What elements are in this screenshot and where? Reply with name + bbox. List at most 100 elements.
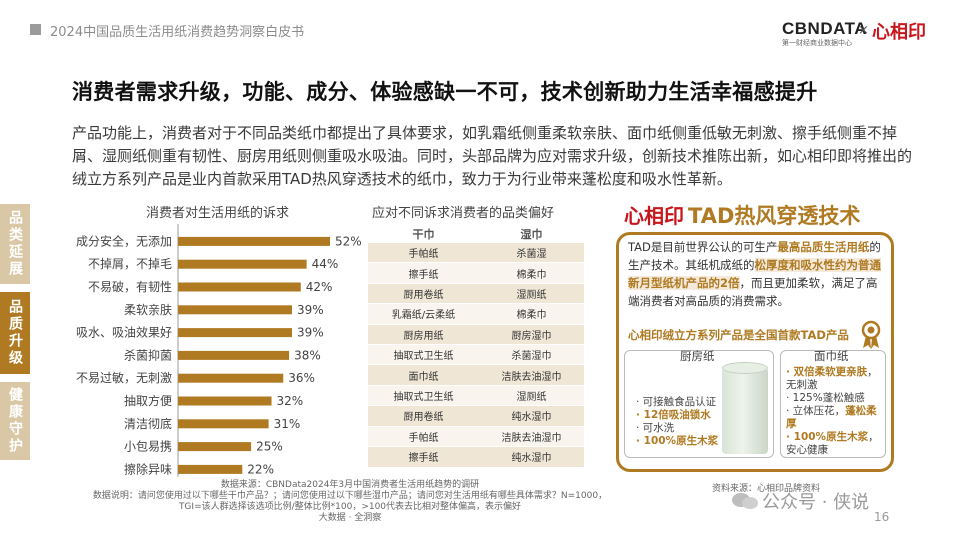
sidenav-item-quality[interactable]: 品质升级 (0, 292, 30, 374)
kitchen-feature: · 12倍吸油锁水 (636, 409, 711, 421)
cbndata-logo: CBNDATA (782, 19, 868, 38)
table-cell-wet: 棉柔巾 (478, 303, 584, 325)
table-row: 手帕纸 洁肤去油湿巾 (368, 425, 584, 447)
intro-paragraph: 产品功能上，消费者对于不同品类纸巾都提出了具体要求，如乳霜纸侧重柔软亲肤、面巾纸… (72, 124, 913, 188)
source-line-2: 数据说明：请问您使用过以下哪些干巾产品？；请问您使用过以下哪些湿巾产品；请问您对… (92, 491, 608, 501)
facial-tissue-name: 面巾纸 (814, 349, 849, 363)
bar-value-label: 39% (297, 326, 324, 340)
bar-value-label: 39% (297, 303, 324, 317)
cbndata-logo-subtitle: 第一财经商业数据中心 (782, 39, 852, 47)
bar-value-label: 52% (335, 234, 362, 248)
bar-category-label: 小包易携 (124, 439, 172, 454)
source-line-3: TGI=该人群选择该选项比例/整体比例*100，>100代表去比相对整体偏高，表… (178, 502, 522, 512)
paper-roll-image (722, 368, 768, 454)
bar-chart: 成分安全，无添加 52% 不掉屑，不掉毛 44% 不易破，有韧性 42% 柔软亲肤 39% 吸水… (76, 224, 362, 477)
table-cell-dry: 擦手纸 (368, 445, 479, 467)
bar-value-label: 31% (274, 417, 301, 431)
table-row: 厨用卷纸 湿厕纸 (368, 282, 584, 304)
page-title: 消费者需求升级，功能、成分、体验感缺一不可，技术创新助力生活幸福感提升 (72, 80, 818, 104)
bar-category-label: 清洁彻底 (124, 416, 172, 431)
kitchen-feature: · 可接触食品认证 (636, 396, 717, 408)
xinxiangyin-logo: 心相印 (872, 22, 926, 43)
facial-feature: ，无刺激 (786, 366, 878, 391)
table-cell-wet: 纯水湿巾 (478, 405, 584, 427)
page-number: 16 (874, 510, 890, 524)
bar-category-label: 成分安全，无添加 (76, 233, 172, 248)
table-cell-dry: 厨用卷纸 (368, 405, 479, 427)
tad-desc-3: 的生产技术。其纸机成纸的 (628, 240, 881, 272)
kitchen-paper-name: 厨房纸 (680, 349, 715, 363)
bar-category-label: 不掉屑，不掉毛 (88, 257, 172, 271)
table-cell-dry: 乳霜纸/云柔纸 (368, 303, 479, 325)
table-row: 擦手纸 纯水湿巾 (368, 445, 584, 467)
table-row: 厨用卷纸 纯水湿巾 (368, 405, 584, 427)
wechat-icon (732, 493, 758, 509)
tad-desc-2: 最高品质生活用纸 (777, 240, 870, 254)
bar-value-label: 42% (306, 280, 333, 294)
table-row: 乳霜纸/云柔纸 棉柔巾 (368, 303, 584, 325)
table-cell-dry: 厨用卷纸 (368, 282, 479, 304)
table-cell-wet: 杀菌湿 (478, 241, 584, 263)
tad-subtitle: 心相印绒立方系列产品是全国首款TAD产品 (628, 328, 849, 342)
sidenav-item-health[interactable]: 健康守护 (0, 382, 30, 460)
bar-category-label: 抽取方便 (124, 393, 172, 408)
bar-chart-title: 消费者对生活用纸的诉求 (146, 206, 290, 221)
table-cell-dry: 厨房用纸 (368, 323, 479, 345)
logo-separator: × (858, 23, 869, 38)
bar (178, 419, 269, 429)
bar-category-label: 柔软亲肤 (124, 302, 172, 317)
header-title: 2024中国品质生活用纸消费趋势洞察白皮书 (50, 25, 305, 40)
bar (178, 259, 307, 269)
bar (178, 282, 301, 292)
source-line-1: 数据来源：CBNData2024年3月中国消费者生活用纸趋势的调研 (220, 480, 480, 490)
data-source-note: 数据来源：CBNData2024年3月中国消费者生活用纸趋势的调研 数据说明：请… (80, 480, 620, 524)
table-cell-wet: 湿厕纸 (478, 384, 584, 406)
table-cell-wet: 纯水湿巾 (478, 445, 584, 467)
table-row: 抽取式卫生纸 湿厕纸 (368, 384, 584, 406)
sidenav-item-category[interactable]: 品类延展 (0, 204, 30, 284)
bar (178, 305, 292, 315)
header: 2024中国品质生活用纸消费趋势洞察白皮书 CBNDATA 第一财经商业数据中心… (0, 0, 960, 56)
table-cell-dry: 抽取式卫生纸 (368, 384, 479, 406)
watermark-text: 公众号 · 侠说 (762, 492, 870, 513)
table-cell-wet: 厨房湿巾 (478, 323, 584, 345)
table-cell-dry: 抽取式卫生纸 (368, 343, 479, 365)
table-cell-dry: 面巾纸 (368, 364, 479, 386)
bar-category-label: 不易过敏，无刺激 (76, 370, 172, 385)
facial-features: · 双倍柔软更亲肤，无刺激 · 125%蓬松触感 · 立体压花，蓬松柔厚 · 1… (786, 366, 884, 457)
bar (178, 464, 243, 474)
facial-tissue-card (780, 350, 886, 458)
kitchen-feature: · 可水洗 (636, 422, 675, 434)
facial-feature: · 双倍柔软更亲肤 (786, 366, 868, 378)
table-cell-wet: 洁肤去油湿巾 (478, 425, 584, 447)
bar-category-label: 杀菌抑菌 (124, 347, 172, 362)
bar-value-label: 32% (277, 394, 304, 408)
table-cell-wet: 湿厕纸 (478, 282, 584, 304)
bar (178, 442, 252, 452)
bar-value-label: 44% (312, 257, 339, 271)
paper-roll-top (722, 362, 768, 374)
table-cell-wet: 洁肤去油湿巾 (478, 364, 584, 386)
facial-feature: · 100%原生木浆 (786, 431, 869, 443)
bar (178, 328, 292, 338)
tad-description: TAD是目前世界公认的可生产最高品质生活用纸的生产技术。其纸机成纸的松厚度和吸水… (628, 238, 886, 310)
preference-table: 干巾 湿巾 手帕纸 杀菌湿 擦手纸 棉柔巾 厨用卷纸 湿厕纸 乳霜纸/云柔纸 棉柔巾 厨房用纸厨… (368, 226, 584, 467)
bar-category-label: 吸水、吸油效果好 (76, 325, 172, 340)
column-header-wet: 湿巾 (520, 228, 543, 241)
table-row: 手帕纸 杀菌湿 (368, 241, 584, 263)
medal-icon (861, 320, 881, 349)
table-cell-dry: 擦手纸 (368, 262, 479, 284)
preference-table-title: 应对不同诉求消费者的品类偏好 (372, 206, 555, 221)
facial-feature: · 立体压花， (786, 405, 846, 417)
bar (178, 373, 284, 383)
bar-category-label: 擦除异味 (124, 461, 172, 476)
bar (178, 236, 330, 246)
source-line-4: 大数据 · 全洞察 (318, 513, 382, 523)
bar-category-label: 不易破，有韧性 (88, 279, 172, 294)
table-cell-dry: 手帕纸 (368, 425, 479, 447)
bar-value-label: 25% (256, 440, 283, 454)
table-row: 擦手纸 棉柔巾 (368, 262, 584, 284)
table-row: 厨房用纸 厨房湿巾 (368, 323, 584, 345)
kitchen-feature: · 100%原生木浆 (636, 435, 719, 447)
facial-feature: 蓬松柔厚 (786, 405, 877, 430)
